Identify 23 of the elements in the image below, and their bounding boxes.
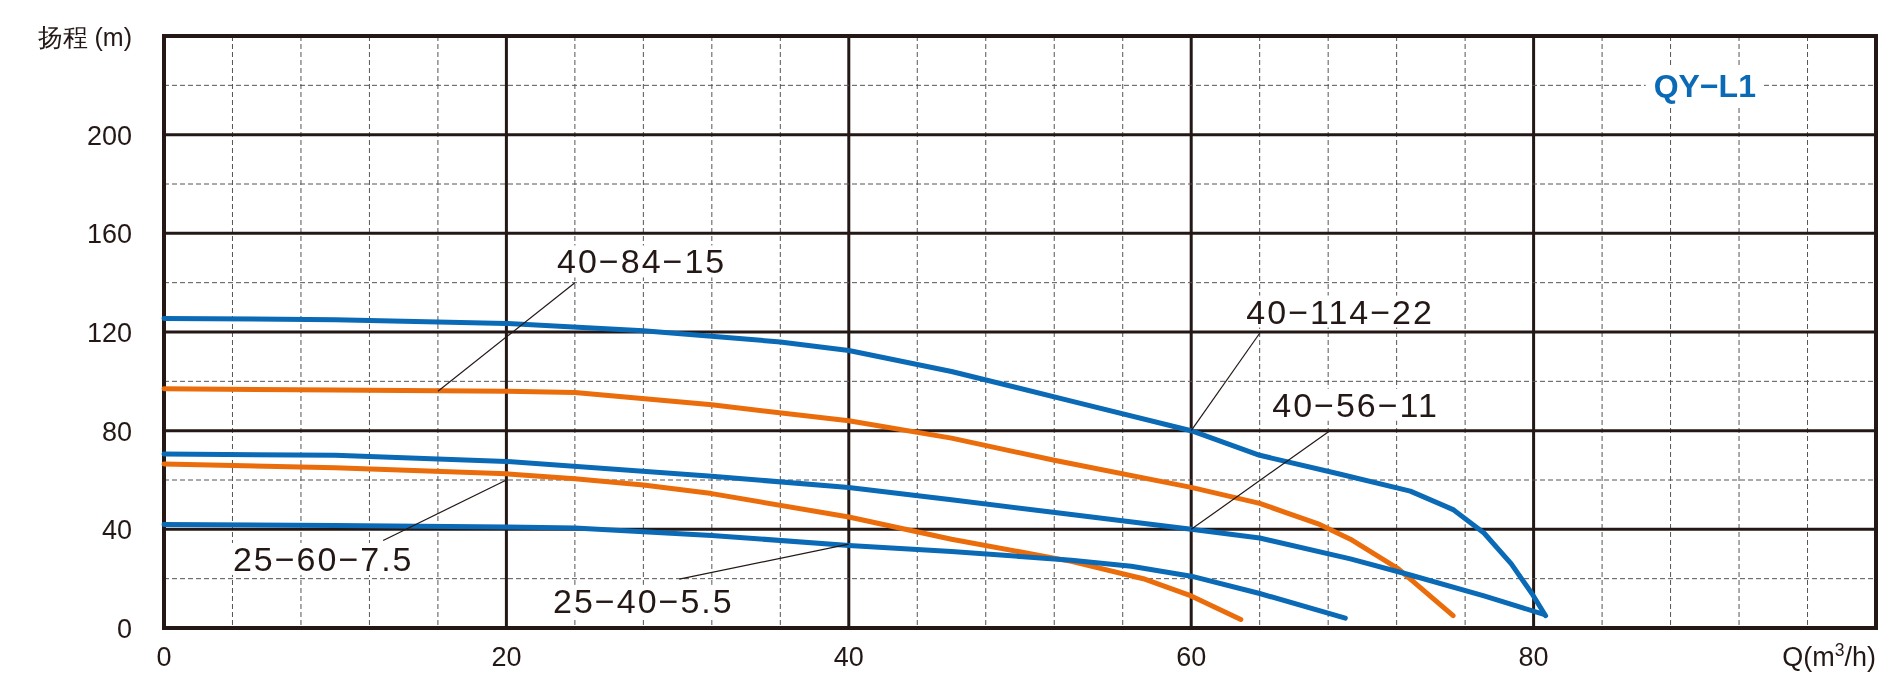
x-tick-label: 0 [156, 642, 172, 672]
x-tick-label: 40 [833, 642, 864, 672]
y-tick-label: 160 [86, 219, 132, 250]
y-tick-label: 80 [101, 416, 132, 447]
annotation: 25−60−7.5 [228, 479, 507, 578]
y-tick-label: 200 [86, 120, 132, 151]
x-tick-label: 20 [491, 642, 522, 672]
x-tick-label: 60 [1176, 642, 1207, 672]
y-tick-label: 120 [86, 318, 132, 348]
x-axis-title: Q(m$^{3}$/h) [1782, 640, 1876, 672]
annotation: 40−114−22 [1246, 292, 1434, 331]
annotation: 40−56−11 [1190, 385, 1443, 530]
text: QY−L1 [1653, 68, 1756, 105]
x-tick-label: 80 [1518, 642, 1549, 672]
annotation: 40−56−11 [1272, 385, 1439, 424]
y-tick-label: 0 [116, 614, 132, 644]
annotation: 40−84−15 [437, 242, 731, 392]
annotation: 40−84−15 [557, 242, 727, 281]
annotation: 25−40−5.5 [553, 581, 734, 620]
y-tick-label: 40 [101, 515, 132, 546]
annotation: 25−60−7.5 [232, 539, 414, 578]
y-axis-title: 扬程 (m) [37, 23, 132, 51]
annotation: 25−40−5.5 [549, 543, 850, 620]
